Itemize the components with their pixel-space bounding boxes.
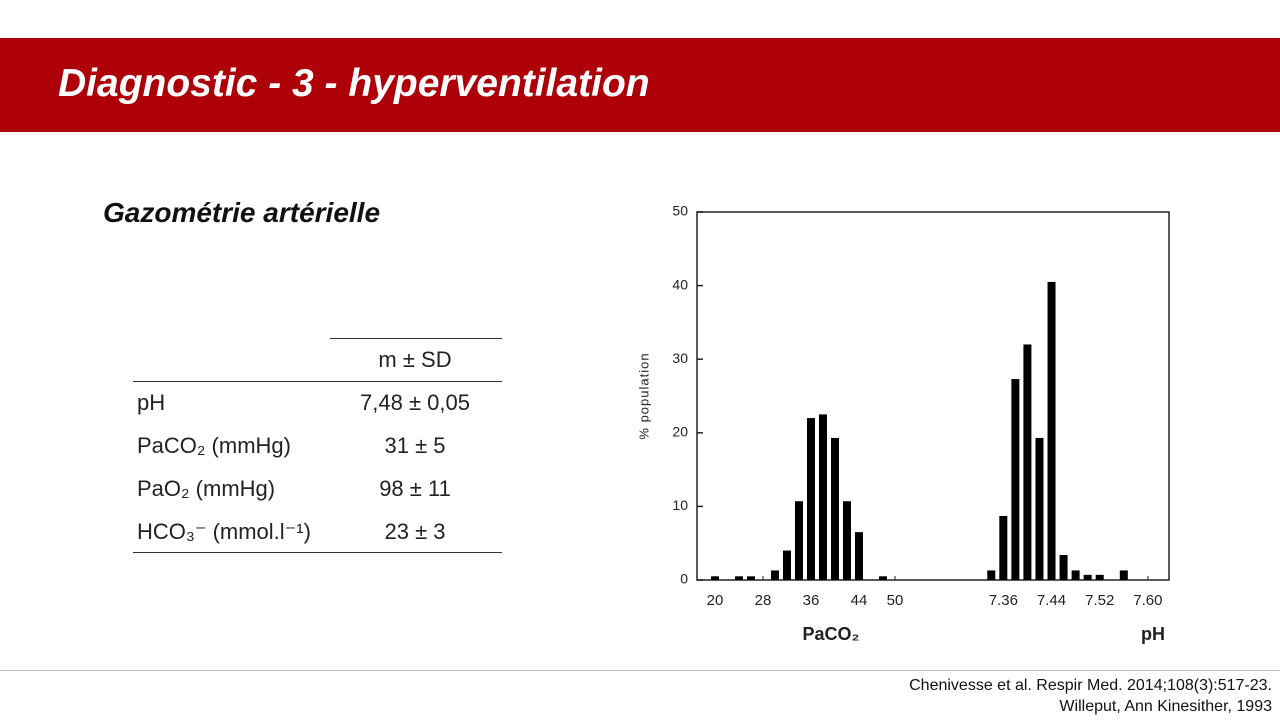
bar	[999, 515, 1008, 580]
table-rule	[133, 552, 502, 553]
y-tick-label: 20	[672, 424, 688, 440]
bar	[771, 570, 779, 580]
table-value: 98 ± 11	[379, 476, 451, 501]
bar	[1083, 574, 1092, 580]
x-tick-label: 20	[707, 592, 724, 609]
bar	[1119, 570, 1128, 580]
slide-title: Diagnostic - 3 - hyperventilation	[58, 62, 650, 105]
bar	[735, 576, 743, 580]
bar	[795, 501, 803, 580]
x-tick-label: 28	[755, 592, 772, 609]
bar	[855, 532, 863, 580]
bar	[1071, 570, 1080, 580]
x-tick-label: 36	[803, 592, 820, 609]
y-tick-label: 30	[672, 350, 688, 366]
x-axis-label: PaCO₂	[802, 624, 859, 644]
bar	[1047, 281, 1056, 580]
x-tick-label: 7.60	[1133, 592, 1162, 609]
bar	[987, 570, 996, 580]
citation: Willeput, Ann Kinesither, 1993	[1059, 698, 1272, 715]
title-banner	[0, 38, 1280, 132]
table-value: 23 ± 3	[384, 519, 446, 544]
table-label: PaO₂ (mmHg)	[137, 476, 276, 501]
bar	[831, 437, 839, 580]
table-label: pH	[137, 390, 166, 415]
bar	[819, 414, 827, 580]
table-value: 31 ± 5	[384, 433, 446, 458]
bar	[1023, 344, 1032, 580]
footer-rule	[0, 670, 1280, 671]
bar	[1095, 574, 1104, 580]
y-tick-label: 40	[672, 276, 688, 292]
bar	[879, 576, 887, 580]
bar	[843, 501, 851, 580]
bar	[711, 576, 719, 580]
x-tick-label: 7.52	[1085, 592, 1114, 609]
y-axis-label: % population	[636, 352, 651, 439]
table-rule	[133, 381, 502, 382]
x-tick-label: 50	[887, 592, 904, 609]
plot-frame	[696, 211, 1170, 581]
bar	[783, 550, 791, 580]
table-label: HCO₃⁻ (mmol.l⁻¹)	[137, 519, 311, 544]
table-rule	[330, 338, 502, 339]
citation: Chenivesse et al. Respir Med. 2014;108(3…	[909, 677, 1272, 694]
table-label: PaCO₂ (mmHg)	[137, 433, 291, 458]
y-tick-label: 50	[672, 203, 688, 219]
subtitle: Gazométrie artérielle	[103, 197, 381, 228]
y-tick-label: 10	[672, 497, 688, 513]
x-tick-label: 7.36	[989, 592, 1018, 609]
x-tick-label: 7.44	[1037, 592, 1066, 609]
bar	[1011, 379, 1020, 580]
y-tick-label: 0	[680, 571, 688, 587]
x-axis-label: pH	[1141, 624, 1165, 644]
table-header: m ± SD	[378, 347, 452, 372]
x-tick-label: 44	[851, 592, 868, 609]
bar	[1035, 437, 1044, 580]
bar	[807, 418, 815, 580]
table-value: 7,48 ± 0,05	[360, 390, 470, 415]
bar	[747, 576, 755, 580]
bar	[1059, 554, 1068, 580]
